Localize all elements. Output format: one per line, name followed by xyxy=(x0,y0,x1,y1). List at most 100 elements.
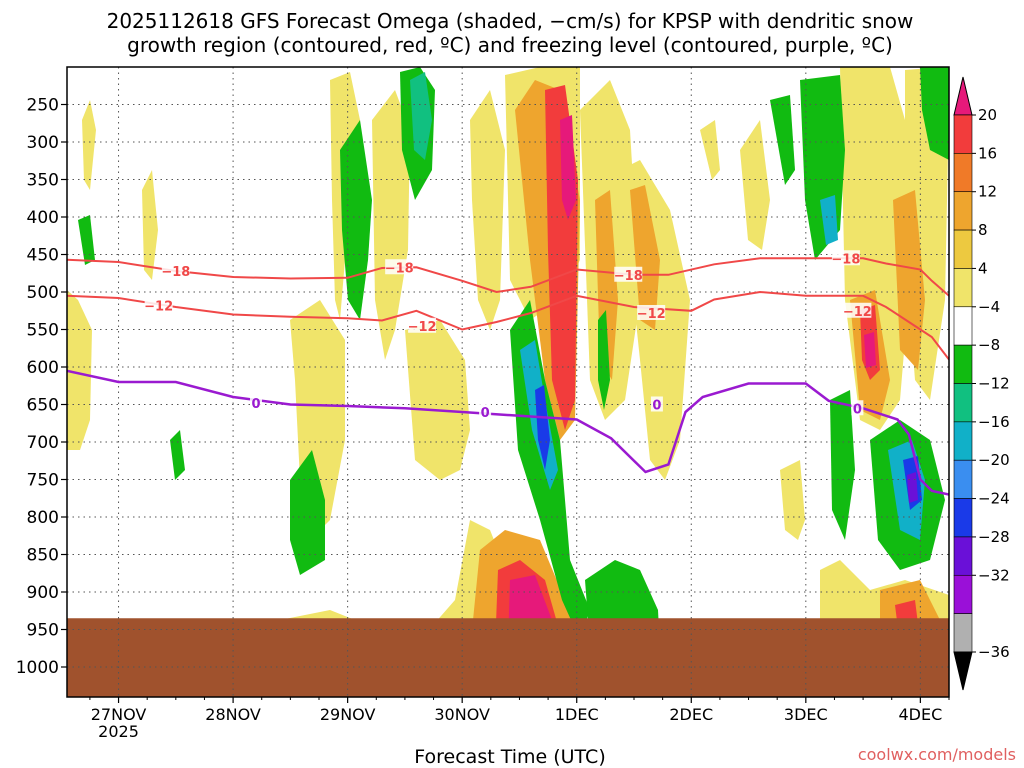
omega-blob xyxy=(820,195,838,245)
colorbar-segment xyxy=(953,459,973,499)
colorbar-segment xyxy=(953,383,973,423)
contour-label-bg xyxy=(851,400,864,416)
colorbar-segment xyxy=(953,153,973,193)
omega-blob xyxy=(470,90,505,330)
y-tick-label: 250 xyxy=(27,96,59,116)
omega-blob xyxy=(920,67,949,160)
colorbar-label: −20 xyxy=(978,451,1010,469)
contour--12 xyxy=(67,290,949,361)
colorbar-segment xyxy=(953,114,973,154)
colorbar-label: 12 xyxy=(978,183,997,201)
contour-label-bg xyxy=(831,250,860,266)
colorbar-segment xyxy=(953,191,973,231)
x-tick-label: 4DEC xyxy=(898,705,942,724)
contour--18 xyxy=(67,257,949,297)
x-year-label: 2025 xyxy=(98,722,139,741)
colorbar-label: −12 xyxy=(978,375,1010,393)
contour-label: −12 xyxy=(408,320,437,335)
colorbar-label: −24 xyxy=(978,490,1010,508)
x-tick-label: 28NOV xyxy=(205,705,261,724)
colorbar-label: 8 xyxy=(978,221,988,239)
colorbar-label: −32 xyxy=(978,566,1010,584)
colorbar-label: −28 xyxy=(978,528,1010,546)
y-tick-label: 400 xyxy=(27,208,59,228)
y-tick-label: 650 xyxy=(27,396,59,416)
y-tick-label: 300 xyxy=(27,133,59,153)
colorbar-label: −16 xyxy=(978,413,1010,431)
x-axis: 27NOV 28NOV 29NOV 30NOV 1DEC 2DEC 3DEC 4DEC 2025 xyxy=(89,697,950,741)
y-tick-label: 850 xyxy=(27,546,59,566)
chart-title-line2: growth region (contoured, red, ºC) and f… xyxy=(127,33,893,57)
contour-label-bg xyxy=(250,395,262,410)
plot-frame xyxy=(66,66,950,698)
colorbar-segment xyxy=(953,306,973,346)
colorbar: 20 16 12 8 4 −4 −8 −12 −16 −20 −24 −28 −32 −36 xyxy=(953,76,1010,691)
colorbar-segment xyxy=(953,613,973,653)
omega-blob xyxy=(535,385,550,470)
y-tick-label: 750 xyxy=(27,471,59,491)
contour-label-bg xyxy=(479,404,492,419)
colorbar-top-arrow xyxy=(953,76,973,116)
x-tick-label: 1DEC xyxy=(555,705,599,724)
omega-blob xyxy=(240,520,520,650)
omega-blob xyxy=(405,320,470,480)
y-tick-label: 350 xyxy=(27,171,59,191)
y-tick-label: 500 xyxy=(27,283,59,303)
omega-blob xyxy=(770,95,795,185)
x-tick-label: 29NOV xyxy=(320,705,376,724)
contour-label-bg xyxy=(161,263,190,278)
contour-label: −18 xyxy=(385,261,414,276)
omega-blob xyxy=(700,120,720,180)
y-tick-label: 1000 xyxy=(16,658,59,678)
y-tick-label: 450 xyxy=(27,246,59,266)
omega-blob xyxy=(830,390,855,540)
contour-label: −18 xyxy=(614,269,643,284)
omega-shading xyxy=(67,67,949,650)
omega-blob xyxy=(740,120,770,250)
omega-blob xyxy=(340,120,372,320)
contour-label-bg xyxy=(144,297,173,313)
y-axis: 250 300 350 400 450 500 550 600 650 700 750 800 850 9… xyxy=(16,96,67,678)
y-tick-label: 700 xyxy=(27,433,59,453)
x-tick-label: 30NOV xyxy=(434,705,490,724)
colorbar-label: −36 xyxy=(978,643,1010,661)
colorbar-label: 16 xyxy=(978,144,997,162)
colorbar-segment xyxy=(953,536,973,576)
y-tick-label: 900 xyxy=(27,583,59,603)
contour-labels: −18 −18 −18 −18 −12 −12 −12 −12 0 0 0 0 xyxy=(144,250,872,421)
y-tick-label: 950 xyxy=(27,621,59,641)
credit-text[interactable]: coolwx.com/models xyxy=(857,745,1016,764)
colorbar-label: 20 xyxy=(978,106,997,124)
contour-label: 0 xyxy=(853,402,862,417)
colorbar-segment xyxy=(953,421,973,461)
contour-label: −18 xyxy=(831,252,860,267)
omega-blob xyxy=(630,185,660,330)
x-tick-label: 2DEC xyxy=(669,705,713,724)
colorbar-segment xyxy=(953,498,973,538)
gridlines xyxy=(67,67,949,697)
contour-0 xyxy=(67,369,949,496)
colorbar-label: 4 xyxy=(978,259,988,277)
omega-blob xyxy=(560,115,576,220)
omega-blob xyxy=(142,170,158,280)
omega-blob xyxy=(78,215,95,265)
contour-lines xyxy=(67,257,949,496)
contour-label-bg xyxy=(385,259,414,275)
colorbar-bottom-arrow xyxy=(953,651,973,691)
contour-label-bg xyxy=(637,305,666,320)
colorbar-segment xyxy=(953,574,973,614)
contour-label: −12 xyxy=(843,305,872,320)
omega-blob xyxy=(82,100,96,190)
y-tick-label: 800 xyxy=(27,508,59,528)
colorbar-segment xyxy=(953,268,973,308)
ground-surface xyxy=(67,618,949,697)
x-tick-label: 3DEC xyxy=(784,705,828,724)
contour-label-bg xyxy=(843,302,872,318)
colorbar-segment xyxy=(953,229,973,269)
contour-label: 0 xyxy=(652,399,661,414)
x-tick-label: 27NOV xyxy=(91,705,147,724)
omega-blob xyxy=(893,190,925,370)
y-tick-label: 550 xyxy=(27,321,59,341)
y-tick-label: 600 xyxy=(27,358,59,378)
